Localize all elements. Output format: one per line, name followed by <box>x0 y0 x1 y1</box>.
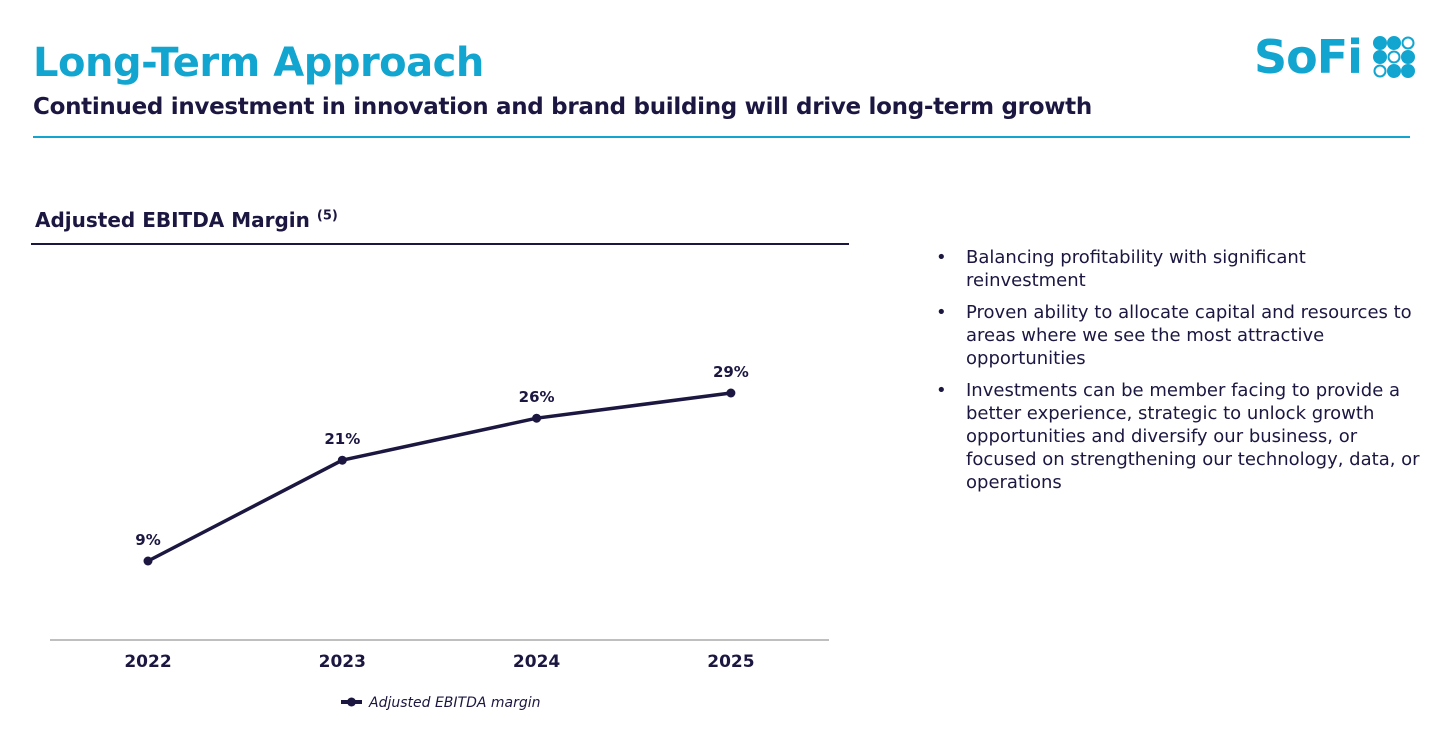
data-point <box>532 413 542 423</box>
legend-marker-icon <box>347 697 356 707</box>
legend: Adjusted EBITDA margin <box>341 695 541 711</box>
x-tick-label: 2024 <box>513 652 560 672</box>
x-tick-label: 2025 <box>707 652 754 672</box>
chart-title: Adjusted EBITDA Margin (5) <box>35 208 338 232</box>
data-point <box>726 388 736 398</box>
data-label: 26% <box>519 388 555 406</box>
logo-dots-icon <box>1372 36 1415 78</box>
data-label: 9% <box>135 531 160 549</box>
chart-title-text: Adjusted EBITDA Margin <box>35 208 310 232</box>
bullet-item: Balancing profitability with significant… <box>936 246 1426 292</box>
footnote-marker: (5) <box>316 208 338 224</box>
data-point <box>337 455 347 465</box>
header-divider <box>33 136 1410 138</box>
data-label: 21% <box>324 430 360 448</box>
chart-title-divider <box>31 243 849 245</box>
page-title: Long-Term Approach <box>33 40 484 86</box>
data-label: 29% <box>713 363 749 381</box>
x-tick-label: 2022 <box>124 652 171 672</box>
line-chart: 9% 21% 26% 29% 2022 2023 2024 2025 Adjusted EBI… <box>50 363 829 711</box>
x-tick-label: 2023 <box>319 652 366 672</box>
bullet-item: Proven ability to allocate capital and r… <box>936 301 1426 370</box>
bullet-item: Investments can be member facing to prov… <box>936 379 1426 494</box>
sofi-logo: SoFi <box>1254 34 1420 80</box>
logo-text: SoFi <box>1254 30 1363 84</box>
legend-label: Adjusted EBITDA margin <box>368 695 541 711</box>
bullet-list: Balancing profitability with significant… <box>936 246 1426 503</box>
page-subtitle: Continued investment in innovation and b… <box>33 94 1092 120</box>
data-point <box>143 556 153 566</box>
series-line <box>147 391 732 563</box>
